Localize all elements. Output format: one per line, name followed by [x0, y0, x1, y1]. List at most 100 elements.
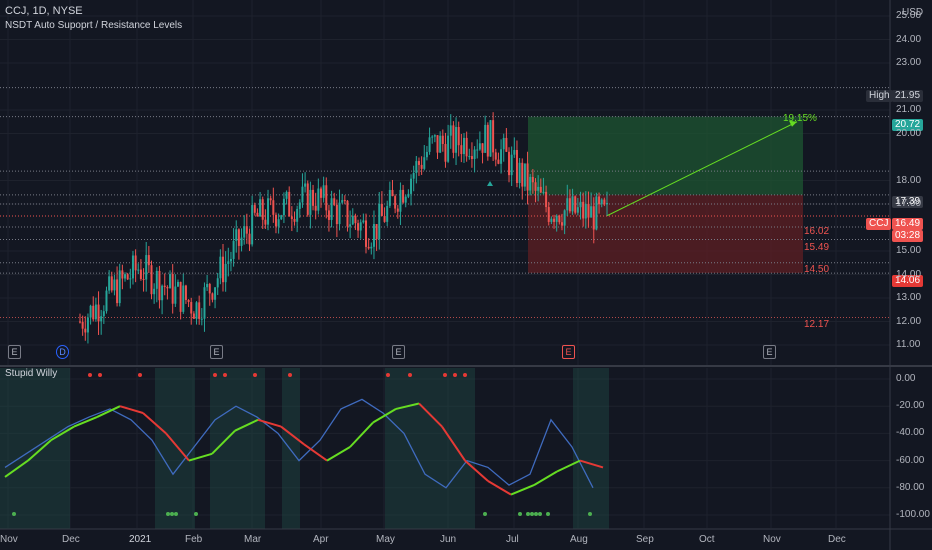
osc-axis-tick: -20.00 [896, 400, 925, 412]
osc-top-dot [288, 373, 292, 377]
candle-body [370, 246, 373, 249]
candle-body [319, 188, 322, 198]
candle-body [545, 191, 548, 208]
candle-body [267, 198, 270, 225]
time-axis-label: Feb [185, 534, 203, 545]
candle-body [375, 224, 378, 240]
symbol-title: CCJ, 1D, NYSE [5, 5, 83, 17]
earnings-marker[interactable]: E [8, 345, 21, 359]
time-axis-label: Oct [699, 534, 715, 545]
candle-body [251, 205, 254, 245]
candle-body [478, 143, 481, 150]
osc-slow-segment [441, 426, 466, 462]
candle-body [531, 176, 534, 183]
candle-body [131, 255, 134, 279]
candle-body [563, 210, 566, 226]
osc-slow-segment [73, 416, 98, 428]
candle-body [420, 164, 423, 169]
candle-body [412, 172, 415, 179]
candle-body [455, 127, 458, 153]
osc-slow-segment [349, 421, 374, 448]
candle-body [309, 189, 312, 215]
osc-top-dot [223, 373, 227, 377]
candle-body [547, 207, 550, 222]
candle-body [574, 196, 577, 213]
candle-body [325, 185, 328, 211]
candle-body [235, 229, 238, 241]
osc-top-dot [88, 373, 92, 377]
candle-body [354, 215, 357, 224]
candle-body [100, 316, 103, 322]
earnings-marker[interactable]: E [763, 345, 776, 359]
osc-highlight-band [210, 368, 265, 529]
oscillator-name[interactable]: Stupid Willy [5, 368, 58, 379]
time-axis-label: Dec [62, 534, 80, 545]
dividend-marker[interactable]: D [56, 345, 69, 359]
osc-slow-segment [27, 439, 52, 462]
candle-body [372, 224, 375, 247]
time-axis-label: Aug [570, 534, 588, 545]
candle-body [86, 317, 89, 333]
candle-body [462, 137, 465, 155]
candle-body [229, 258, 232, 262]
candle-body [428, 137, 431, 152]
earnings-marker[interactable]: E [392, 345, 405, 359]
candle-body [264, 219, 267, 225]
candle-body [476, 149, 479, 151]
candle-body [584, 203, 587, 219]
candle-body [568, 198, 571, 212]
candle-body [441, 135, 444, 144]
osc-slow-segment [510, 484, 535, 496]
candle-body [383, 216, 386, 222]
candle-body [513, 150, 516, 155]
candle-body [237, 229, 240, 246]
time-axis-label: Nov [0, 534, 18, 545]
time-axis-label: Jun [440, 534, 457, 545]
candle-body [600, 199, 603, 205]
osc-axis-tick: 0.00 [896, 373, 916, 384]
candle-body [537, 186, 540, 191]
candle-body [232, 240, 235, 259]
candle-body [595, 196, 598, 230]
time-axis-label: Sep [636, 534, 654, 545]
candle-body [84, 328, 87, 333]
candle-body [489, 120, 492, 157]
candle-body [161, 285, 164, 301]
candle-body [484, 124, 487, 153]
candle-body [139, 269, 142, 279]
candle-body [365, 220, 368, 247]
price-axis-tick: 13.00 [896, 292, 922, 303]
candle-body [553, 218, 556, 222]
osc-top-dot [138, 373, 142, 377]
candle-body [290, 216, 293, 220]
price-axis-tick: 24.00 [896, 33, 922, 45]
candle-body [256, 212, 259, 217]
candle-body [351, 215, 354, 225]
osc-fast-line [4, 398, 594, 489]
time-axis-label: May [376, 534, 395, 545]
osc-top-dot [386, 373, 390, 377]
indicator-name[interactable]: NSDT Auto Supoprt / Resistance Levels [5, 20, 183, 31]
candle-body [542, 191, 545, 193]
candle-body [386, 205, 389, 222]
candle-body [590, 206, 593, 218]
candle-body [129, 278, 132, 280]
candle-body [359, 222, 362, 231]
price-axis-tick: 20.00 [896, 127, 922, 139]
osc-slow-segment [418, 402, 443, 428]
candle-body [523, 163, 526, 187]
candle-body [560, 222, 563, 226]
signal-triangle [487, 181, 493, 186]
candle-body [224, 263, 227, 283]
candle-body [465, 137, 468, 157]
earnings-marker[interactable]: E [562, 345, 575, 359]
projection-arrowhead [789, 120, 797, 127]
osc-slow-segment [234, 418, 259, 432]
earnings-marker[interactable]: E [210, 345, 223, 359]
osc-highlight-band [155, 368, 195, 529]
osc-axis-tick: -60.00 [896, 454, 925, 466]
candle-body [415, 161, 418, 173]
osc-slow-segment [50, 425, 75, 442]
